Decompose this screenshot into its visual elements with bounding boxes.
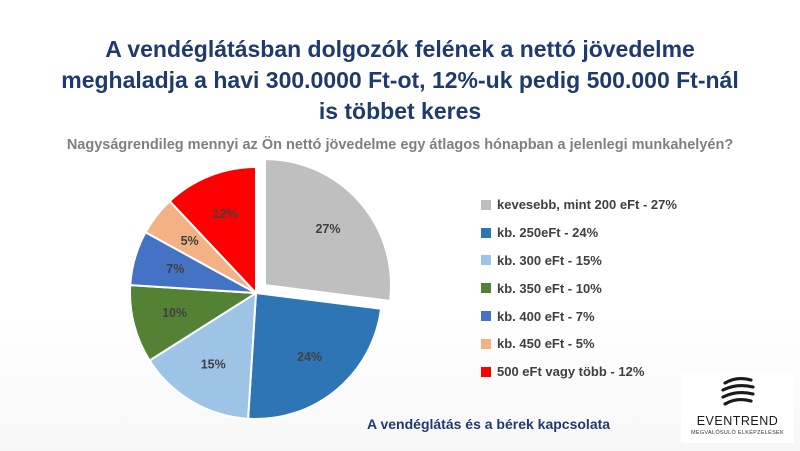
legend-item: kb. 400 eFt - 7%: [481, 302, 677, 330]
pie-slice: [247, 291, 383, 420]
pie-slice: [264, 158, 392, 302]
chart-subtitle: Nagyságrendileg mennyi az Ön nettó jöved…: [66, 137, 734, 153]
legend-swatch: [481, 199, 491, 210]
pie-data-label: 27%: [315, 222, 340, 236]
pie-slice: [148, 291, 258, 420]
pie-data-label: 7%: [166, 262, 184, 276]
legend-item: kb. 450 eFt - 5%: [481, 330, 677, 358]
legend-swatch: [481, 366, 491, 377]
logo-name: EVENTREND: [696, 414, 779, 428]
legend-label: kevesebb, mint 200 eFt - 27%: [497, 197, 677, 213]
footer-caption: A vendéglátás és a bérek kapcsolata: [367, 416, 611, 432]
legend-item: 500 eFt vagy több - 12%: [481, 358, 677, 386]
legend-swatch: [481, 283, 491, 294]
legend-label: kb. 300 eFt - 15%: [497, 252, 602, 268]
legend-label: kb. 450 eFt - 5%: [497, 336, 595, 352]
chart-title: A vendéglátásban dolgozók felének a nett…: [40, 34, 760, 127]
pie-data-label: 5%: [181, 234, 199, 248]
legend-swatch: [481, 255, 491, 266]
eventrend-logo: EVENTREND MEGVALÓSULÓ ELKÉPZELÉSEK: [681, 373, 794, 443]
legend-swatch: [481, 338, 491, 349]
title-line-3: is többet keres: [318, 98, 482, 124]
logo-tagline: MEGVALÓSULÓ ELKÉPZELÉSEK: [691, 430, 784, 436]
legend-label: kb. 400 eFt - 7%: [497, 308, 595, 324]
legend-item: kb. 250eFt - 24%: [481, 219, 677, 247]
logo-mark-icon: [721, 376, 755, 406]
legend-label: kb. 350 eFt - 10%: [497, 280, 602, 296]
title-line-2: meghaladja a havi 300.0000 Ft-ot, 12%-uk…: [61, 67, 739, 93]
chart-legend: kevesebb, mint 200 eFt - 27% kb. 250eFt …: [481, 191, 677, 386]
pie-data-label: 15%: [201, 358, 226, 372]
pie-data-label: 24%: [297, 350, 322, 364]
legend-item: kb. 300 eFt - 15%: [481, 247, 677, 275]
legend-label: 500 eFt vagy több - 12%: [497, 364, 645, 380]
title-line-1: A vendéglátásban dolgozók felének a nett…: [105, 36, 695, 62]
pie-data-label: 10%: [162, 306, 187, 320]
legend-item: kb. 350 eFt - 10%: [481, 274, 677, 302]
legend-swatch: [481, 311, 491, 322]
pie-slice: [129, 284, 260, 362]
pie-slice: [168, 165, 257, 296]
legend-swatch: [481, 227, 491, 238]
pie-data-label: 12%: [213, 207, 238, 221]
legend-label: kb. 250eFt - 24%: [497, 225, 599, 241]
legend-item: kevesebb, mint 200 eFt - 27%: [481, 191, 677, 219]
